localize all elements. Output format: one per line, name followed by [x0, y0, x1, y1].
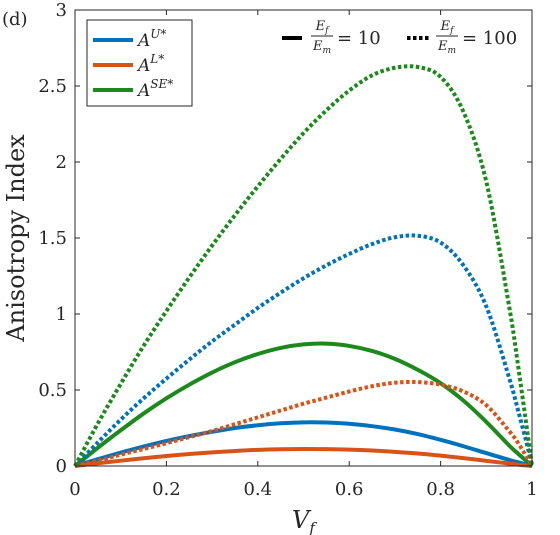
note-numerator-sub: f [449, 26, 455, 36]
legend-label: AU* [136, 27, 166, 51]
panel-label: (d) [2, 9, 28, 30]
x-axis-title-base: V [292, 506, 312, 534]
note-denominator-sub: m [322, 46, 331, 56]
y-tick-label: 1.5 [38, 228, 67, 249]
series-line-al-ratio-10 [74, 446, 533, 468]
x-axis-title-sub: f [308, 519, 317, 535]
note-numerator-sub: f [324, 26, 330, 36]
series-group [73, 64, 534, 468]
x-tick-label: 0.6 [335, 479, 364, 500]
note-numerator: Ef [315, 19, 331, 36]
legend-label: ASE* [136, 77, 173, 101]
x-tick-label: 1 [526, 479, 537, 500]
x-tick-label: 0.2 [152, 479, 181, 500]
ticks-group: 0 0.2 0.4 0.6 0.8 1 0 0.5 1 1.5 2 2.5 3 [38, 0, 537, 500]
note-denominator: Em [312, 39, 331, 56]
note-value: = 10 [337, 28, 381, 49]
series-line-au-ratio-10 [74, 420, 533, 468]
legend-label-base: A [136, 31, 150, 51]
y-tick-label: 2 [56, 152, 67, 173]
series-line-al-ratio-100 [74, 379, 534, 468]
note-numerator: Ef [440, 19, 456, 36]
y-axis-title: Anisotropy Index [2, 134, 30, 343]
note-denominator: Em [437, 39, 456, 56]
legend-label-sup: L* [149, 52, 164, 66]
legend-label-sup: U* [150, 27, 166, 41]
legend-label-sup: SE* [150, 77, 173, 91]
note-value: = 100 [462, 28, 517, 49]
x-tick-label: 0 [69, 479, 80, 500]
legend-label-base: A [136, 56, 150, 76]
y-tick-label: 0 [56, 456, 67, 477]
series-line-au-ratio-100 [73, 233, 534, 468]
legend: AU*AL*ASE* [86, 19, 193, 107]
legend-label: AL* [136, 52, 164, 76]
ratio-style-notes: Ef Em = 10 Ef Em = 100 [282, 19, 517, 56]
x-tick-label: 0.8 [426, 479, 455, 500]
note-denominator-sub: m [447, 46, 456, 56]
x-tick-label: 0.4 [243, 479, 272, 500]
y-tick-label: 2.5 [38, 76, 67, 97]
y-tick-label: 1 [56, 304, 67, 325]
legend-label-base: A [136, 81, 150, 101]
y-tick-label: 3 [56, 0, 67, 21]
x-axis-title: Vf [292, 506, 317, 535]
series-line-ase-ratio-10 [73, 341, 534, 468]
series-line-ase-ratio-100 [73, 64, 534, 467]
y-tick-label: 0.5 [38, 380, 67, 401]
